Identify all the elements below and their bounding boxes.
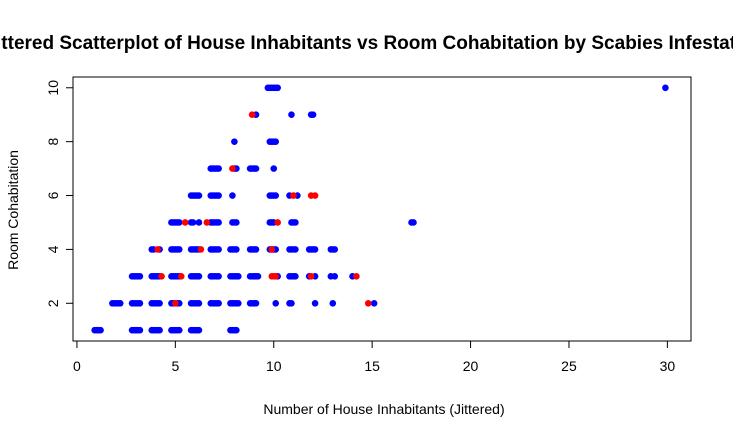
data-point (154, 246, 161, 253)
x-axis-label: Number of House Inhabitants (Jittered) (263, 401, 504, 417)
x-tick-label: 30 (660, 358, 676, 374)
data-point (292, 246, 299, 253)
data-point (136, 273, 144, 280)
data-point (195, 326, 203, 334)
data-point (252, 299, 260, 307)
data-point (195, 299, 203, 307)
data-point (156, 299, 163, 307)
data-point (364, 299, 372, 307)
data-point (233, 219, 240, 226)
data-point (272, 299, 280, 307)
data-point (353, 273, 360, 280)
data-point (288, 111, 295, 119)
data-point (309, 111, 317, 119)
data-point (329, 299, 337, 307)
data-point (252, 165, 260, 172)
x-tick-label: 5 (171, 358, 179, 374)
data-point (175, 219, 183, 226)
data-point (158, 273, 165, 280)
chart-title: Jittered Scatterplot of House Inhabitant… (0, 33, 733, 54)
data-point (370, 299, 378, 307)
data-point (252, 246, 260, 253)
data-point (215, 299, 222, 307)
data-point (195, 192, 203, 199)
data-point (311, 192, 319, 199)
data-point (116, 299, 124, 307)
data-point (215, 246, 222, 253)
data-point (331, 273, 339, 280)
data-point (215, 165, 222, 172)
y-tick-label: 6 (45, 191, 61, 199)
data-point (307, 273, 315, 280)
y-tick-label: 2 (45, 299, 61, 307)
data-point (274, 84, 281, 92)
data-point (156, 326, 163, 334)
data-points (91, 84, 669, 334)
data-point (229, 165, 236, 172)
data-point (311, 246, 319, 253)
data-point (272, 138, 280, 145)
data-point (136, 299, 144, 307)
y-tick-label: 4 (45, 245, 61, 253)
data-point (195, 273, 203, 280)
data-point (175, 326, 183, 334)
data-point (292, 219, 299, 226)
data-point (311, 299, 319, 307)
data-point (136, 326, 144, 334)
data-point (229, 192, 236, 199)
x-tick-label: 15 (364, 358, 380, 374)
data-point (292, 273, 299, 280)
data-point (215, 219, 222, 226)
x-tick-label: 25 (561, 358, 577, 374)
data-point (97, 326, 104, 334)
data-point (177, 273, 185, 280)
data-point (248, 111, 256, 119)
data-point (272, 192, 280, 199)
data-point (268, 246, 276, 253)
data-point (231, 138, 238, 145)
data-point (235, 299, 242, 307)
y-axis-label: Room Cohabitation (5, 150, 21, 270)
data-point (197, 246, 205, 253)
data-point (410, 219, 417, 226)
data-point (235, 273, 242, 280)
data-point (270, 165, 278, 172)
x-tick-label: 20 (463, 358, 479, 374)
data-point (272, 273, 280, 280)
data-point (288, 299, 295, 307)
data-point (290, 192, 297, 199)
data-point (274, 219, 281, 226)
x-tick-label: 0 (73, 358, 81, 374)
data-point (233, 246, 240, 253)
x-axis: 0 5 10 15 20 25 30 (73, 340, 676, 374)
plot-frame (72, 76, 692, 342)
data-point (215, 192, 222, 199)
y-axis: 2 4 6 8 10 (45, 80, 74, 307)
data-point (233, 326, 240, 334)
data-point (203, 219, 211, 226)
y-tick-label: 10 (45, 80, 61, 96)
data-point (172, 299, 179, 307)
data-point (189, 219, 197, 226)
data-point (662, 84, 669, 92)
data-point (181, 219, 189, 226)
data-point (175, 246, 183, 253)
data-point (331, 246, 339, 253)
data-point (254, 273, 262, 280)
y-tick-label: 8 (45, 138, 61, 146)
x-tick-label: 10 (266, 358, 282, 374)
data-point (195, 219, 203, 226)
data-point (215, 273, 222, 280)
